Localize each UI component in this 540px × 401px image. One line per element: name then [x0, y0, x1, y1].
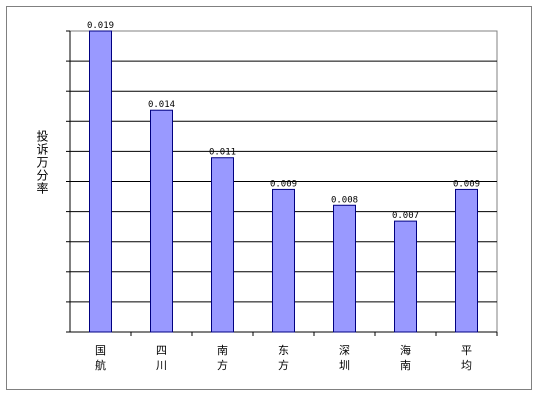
x-tick-label-4: 东方 [278, 344, 289, 372]
value-label-4: 0.009 [270, 179, 297, 189]
bars [89, 30, 478, 333]
bar-3 [211, 157, 234, 333]
x-tick-label-6: 海南 [400, 343, 411, 372]
bar-6 [394, 220, 417, 333]
bar-4 [272, 188, 295, 333]
bar-1 [89, 30, 112, 333]
bar-2 [150, 109, 173, 333]
value-label-3: 0.011 [209, 148, 236, 158]
value-label-2: 0.014 [148, 100, 175, 110]
x-tick-label-1: 国航 [95, 344, 106, 372]
x-tick-label-7: 平均 [461, 344, 472, 372]
x-tick-label-2: 四川 [156, 344, 167, 372]
x-tick-label-5: 深圳 [339, 344, 350, 372]
x-tick-label-3: 南方 [217, 344, 228, 372]
value-label-1: 0.019 [87, 21, 114, 31]
x-tick-labels: 国航 四川 南方 东方 深圳 海南 平均 [95, 332, 498, 372]
value-labels: 0.019 0.014 0.011 0.009 0.008 0.007 0.009 [87, 21, 480, 221]
bar-7 [455, 188, 478, 333]
value-label-5: 0.008 [331, 195, 358, 205]
y-axis-label: 投诉万分率 [35, 130, 49, 195]
bar-5 [333, 204, 356, 333]
value-label-6: 0.007 [392, 211, 419, 221]
value-label-7: 0.009 [453, 179, 480, 189]
